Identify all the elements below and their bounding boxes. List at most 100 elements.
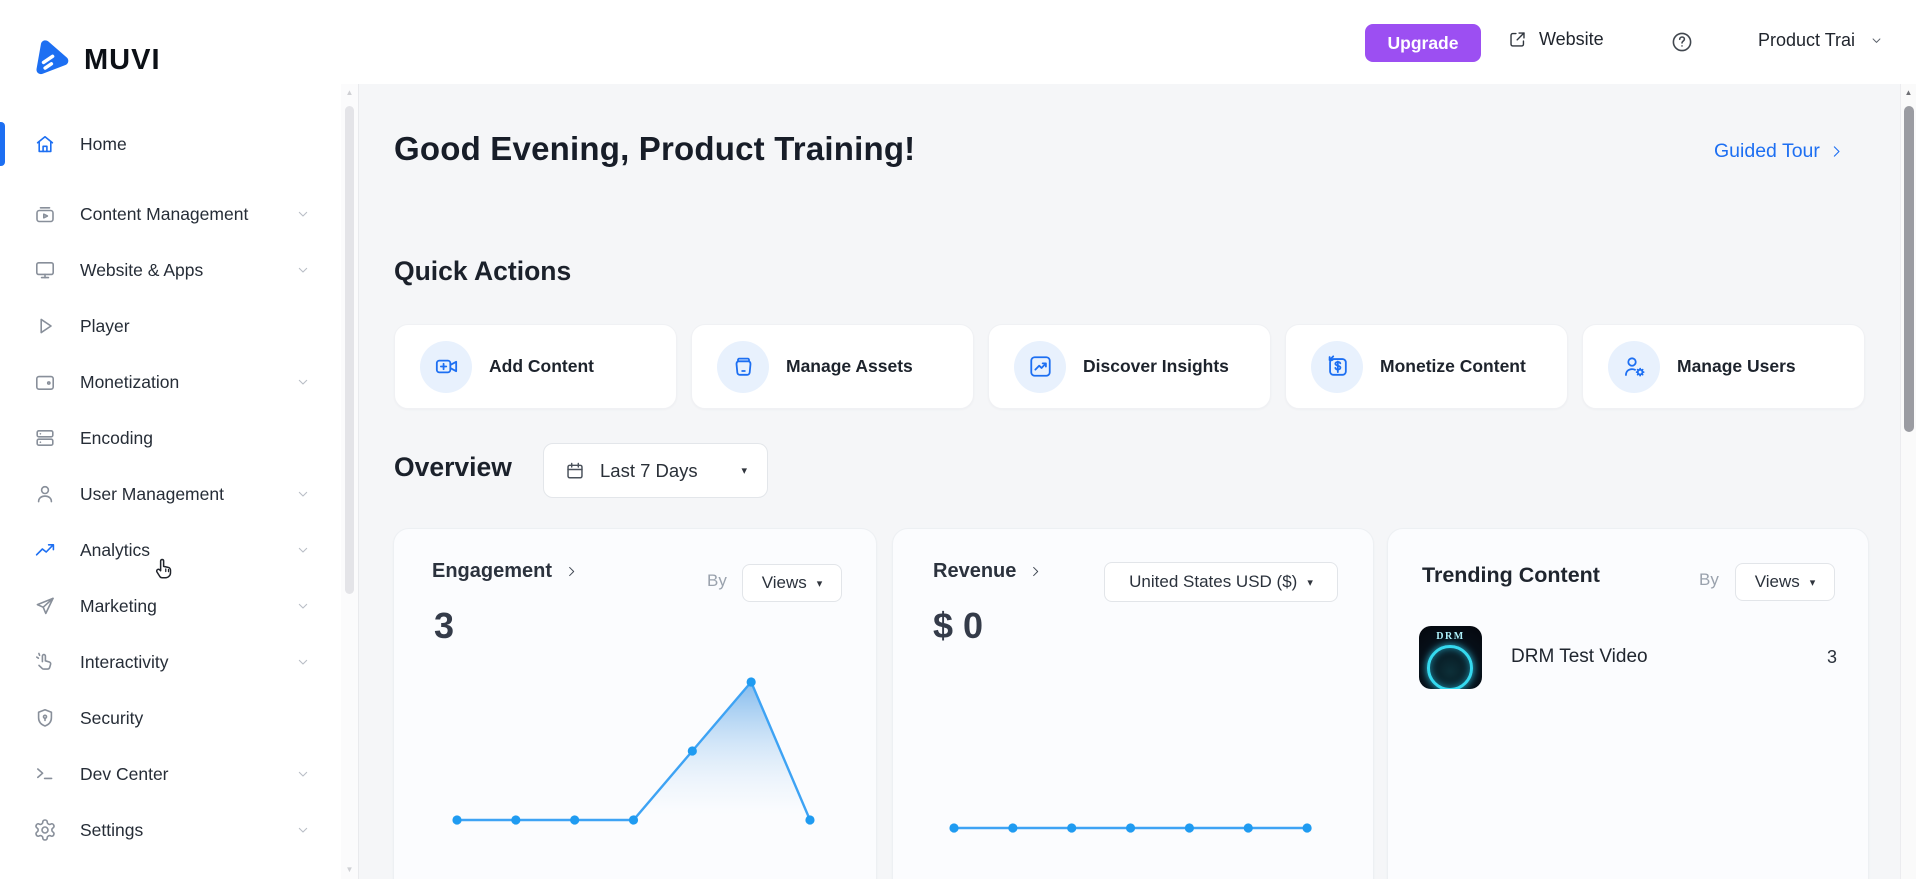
chevron-right-icon — [1028, 564, 1043, 579]
video-view-count: 3 — [1826, 646, 1837, 667]
quick-action-icon-circle — [1311, 340, 1363, 393]
date-range-dropdown[interactable]: Last 7 Days ▾ — [543, 443, 768, 498]
chevron-down-icon — [295, 542, 311, 558]
sidebar-item-user-management[interactable]: User Management — [0, 466, 341, 522]
chevron-down-icon — [295, 598, 311, 614]
scroll-down-arrow[interactable]: ▼ — [345, 865, 354, 874]
analytics-icon — [33, 538, 57, 562]
content-divider — [358, 84, 359, 879]
upgrade-button[interactable]: Upgrade — [1365, 24, 1481, 62]
dev-center-icon — [33, 762, 57, 786]
sidebar-scrollbar-thumb[interactable] — [345, 106, 354, 594]
revenue-value: $ 0 — [933, 605, 984, 646]
engagement-value: 3 — [434, 605, 455, 646]
trending-filter-dropdown[interactable]: Views ▾ — [1735, 563, 1835, 601]
sidebar-item-label: Monetization — [80, 371, 180, 392]
brand-name: MUVI — [84, 44, 161, 76]
sidebar-item-player[interactable]: Player — [0, 298, 341, 354]
sidebar-item-label: Interactivity — [80, 651, 169, 672]
discover-insights-icon — [1027, 353, 1054, 380]
sidebar-item-label: Encoding — [80, 427, 153, 448]
quick-action-manage-users[interactable]: Manage Users — [1582, 324, 1865, 409]
sidebar-item-marketing[interactable]: Marketing — [0, 578, 341, 634]
website-link[interactable]: Website — [1507, 29, 1604, 50]
player-icon — [33, 314, 57, 338]
chevron-down-icon — [295, 486, 311, 502]
chevron-down-icon — [295, 822, 311, 838]
sidebar-item-label: Dev Center — [80, 763, 169, 784]
chevron-down-icon — [1869, 33, 1884, 48]
trending-list-item[interactable]: DRM DRM Test Video 3 — [1419, 624, 1839, 690]
account-name: Product Trai — [1758, 30, 1856, 50]
quick-action-icon-circle — [717, 340, 769, 393]
website-label: Website — [1539, 29, 1604, 49]
chevron-right-icon — [1828, 143, 1845, 160]
sidebar-item-security[interactable]: Security — [0, 690, 341, 746]
add-content-icon — [433, 353, 460, 380]
sidebar: Home Content Management Website & Apps Play… — [0, 84, 341, 879]
chevron-down-icon — [295, 654, 311, 670]
sidebar-item-label: User Management — [80, 483, 224, 504]
sidebar-item-dev-center[interactable]: Dev Center — [0, 746, 341, 802]
triangle-down-icon: ▾ — [816, 577, 823, 590]
sidebar-item-interactivity[interactable]: Interactivity — [0, 634, 341, 690]
video-thumbnail: DRM — [1419, 625, 1482, 689]
overview-title: Overview — [394, 452, 512, 482]
marketing-icon — [33, 594, 57, 618]
sidebar-item-encoding[interactable]: Encoding — [0, 410, 341, 466]
guided-tour-label: Guided Tour — [1714, 140, 1820, 162]
monetize-content-icon — [1324, 353, 1351, 380]
manage-assets-icon — [730, 353, 757, 380]
security-icon — [33, 706, 57, 730]
user-management-icon — [33, 482, 57, 506]
revenue-title-link[interactable]: Revenue — [933, 560, 1043, 583]
main-scrollbar: ▲ — [1900, 84, 1916, 879]
monetization-icon — [33, 370, 57, 394]
scroll-up-arrow[interactable]: ▲ — [345, 88, 354, 97]
date-range-value: Last 7 Days — [600, 459, 698, 481]
sidebar-item-label: Security — [80, 707, 144, 728]
quick-action-discover-insights[interactable]: Discover Insights — [988, 324, 1271, 409]
guided-tour-link[interactable]: Guided Tour — [1714, 140, 1845, 163]
scroll-up-arrow[interactable]: ▲ — [1904, 88, 1913, 97]
currency-dropdown[interactable]: United States USD ($) ▾ — [1104, 562, 1338, 602]
engagement-filter-dropdown[interactable]: Views ▾ — [742, 564, 842, 602]
active-indicator — [0, 122, 5, 166]
sidebar-item-analytics[interactable]: Analytics — [0, 522, 341, 578]
chevron-down-icon — [295, 766, 311, 782]
account-dropdown[interactable]: Product Trai — [1758, 30, 1884, 51]
help-icon[interactable] — [1670, 30, 1694, 54]
main-scrollbar-thumb[interactable] — [1904, 106, 1914, 432]
sidebar-item-home[interactable]: Home — [0, 116, 341, 172]
quick-action-manage-assets[interactable]: Manage Assets — [691, 324, 974, 409]
main-content: Good Evening, Product Training! Guided T… — [359, 84, 1900, 879]
sidebar-item-website-apps[interactable]: Website & Apps — [0, 242, 341, 298]
encoding-icon — [33, 426, 57, 450]
triangle-down-icon: ▾ — [1809, 576, 1816, 589]
sidebar-item-label: Home — [80, 133, 127, 154]
sidebar-item-monetization[interactable]: Monetization — [0, 354, 341, 410]
by-label: By — [1699, 570, 1719, 589]
sidebar-item-label: Player — [80, 315, 130, 336]
chevron-down-icon — [295, 206, 311, 222]
interactivity-icon — [33, 650, 57, 674]
by-label: By — [707, 571, 727, 590]
quick-actions-title: Quick Actions — [394, 256, 572, 286]
sidebar-item-label: Website & Apps — [80, 259, 204, 280]
chevron-down-icon — [295, 374, 311, 390]
external-link-icon — [1507, 29, 1528, 50]
chevron-down-icon — [295, 262, 311, 278]
engagement-title: Engagement — [432, 560, 553, 582]
video-title: DRM Test Video — [1511, 646, 1648, 667]
sidebar-item-settings[interactable]: Settings — [0, 802, 341, 858]
thumbnail-ring-art — [1427, 644, 1473, 689]
quick-action-add-content[interactable]: Add Content — [394, 324, 677, 409]
sidebar-item-label: Settings — [80, 819, 144, 840]
sidebar-item-label: Content Management — [80, 203, 249, 224]
engagement-title-link[interactable]: Engagement — [432, 560, 579, 583]
thumbnail-label: DRM — [1436, 630, 1465, 642]
quick-action-monetize-content[interactable]: Monetize Content — [1285, 324, 1568, 409]
trending-filter-value: Views — [1754, 572, 1800, 591]
trending-content-card: Trending Content By Views ▾ DRM DRM Test… — [1387, 528, 1869, 879]
sidebar-item-content-management[interactable]: Content Management — [0, 186, 341, 242]
